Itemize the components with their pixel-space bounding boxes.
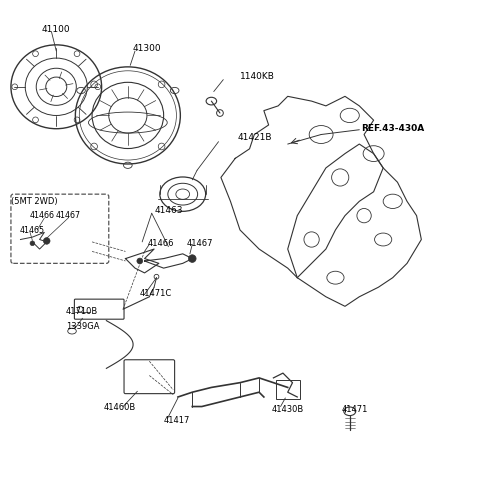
Bar — [276, 381, 300, 399]
Text: 41467: 41467 — [186, 239, 213, 248]
Text: 41460B: 41460B — [104, 402, 136, 411]
Text: 41471: 41471 — [341, 405, 368, 414]
Circle shape — [189, 255, 196, 263]
Text: 41471C: 41471C — [140, 289, 172, 298]
Text: 41465: 41465 — [20, 225, 45, 234]
Text: 41421B: 41421B — [238, 133, 272, 142]
Text: (5MT 2WD): (5MT 2WD) — [11, 196, 57, 205]
Circle shape — [43, 238, 50, 245]
Text: 41467: 41467 — [56, 211, 81, 220]
Text: 1140KB: 1140KB — [240, 72, 275, 81]
Text: 41100: 41100 — [42, 24, 71, 34]
Text: 41463: 41463 — [154, 205, 182, 215]
Text: REF.43-430A: REF.43-430A — [361, 123, 424, 132]
Text: 41430B: 41430B — [272, 405, 304, 414]
Circle shape — [137, 259, 143, 264]
Text: 41300: 41300 — [132, 44, 161, 53]
Circle shape — [30, 241, 35, 246]
Text: 1339GA: 1339GA — [66, 321, 99, 330]
Text: 41466: 41466 — [29, 211, 54, 220]
Text: 41466: 41466 — [148, 239, 175, 248]
Text: 41417: 41417 — [164, 415, 190, 424]
Text: 41710B: 41710B — [66, 306, 98, 315]
